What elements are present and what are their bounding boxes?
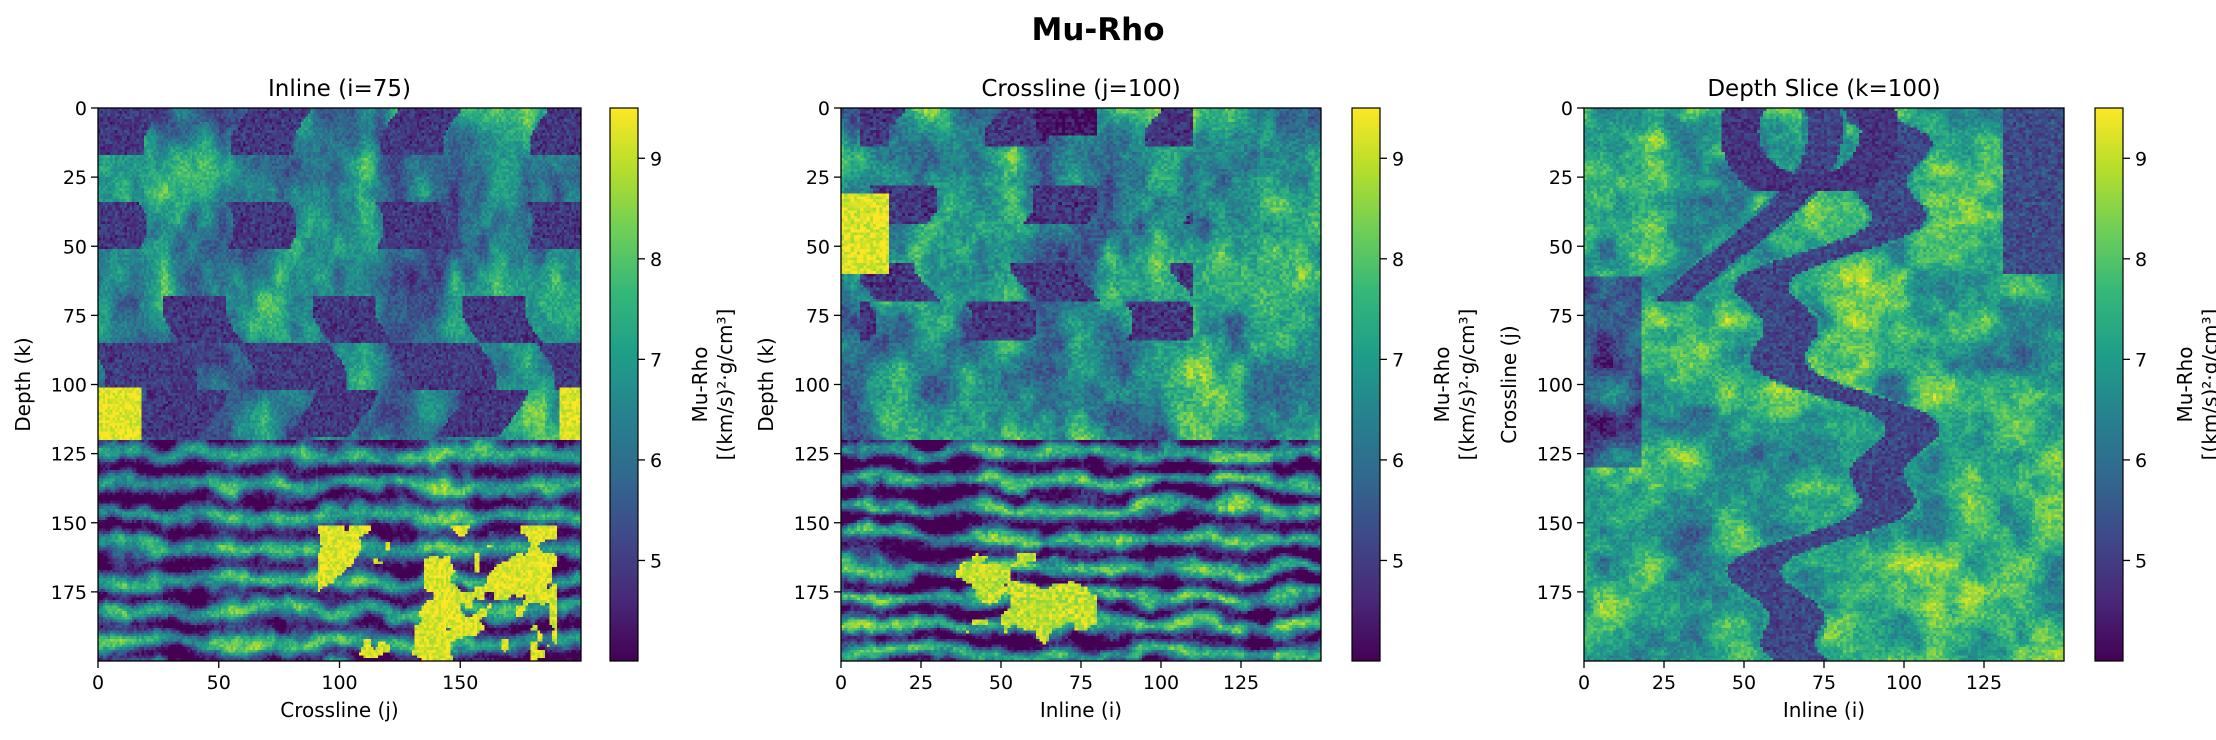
y-tick-label: 175 xyxy=(51,582,87,604)
colorbar-unit-label: [(km/s)²·g/cm³] xyxy=(2198,309,2216,461)
x-tick-label: 150 xyxy=(442,672,478,694)
x-tick-label: 25 xyxy=(1652,672,1676,694)
y-tick-label: 100 xyxy=(794,375,830,397)
depth-slice-ylabel: Crossline (j) xyxy=(1497,325,1521,443)
y-tick-label: 0 xyxy=(818,98,830,120)
x-tick-label: 100 xyxy=(1143,672,1179,694)
y-tick-label: 0 xyxy=(1561,98,1573,120)
y-tick-label: 175 xyxy=(1537,582,1573,604)
y-tick-label: 100 xyxy=(1537,375,1573,397)
colorbar-tick-label: 6 xyxy=(650,450,662,472)
y-tick-label: 150 xyxy=(794,513,830,535)
x-tick-label: 100 xyxy=(1886,672,1922,694)
colorbar-tick-label: 8 xyxy=(1392,249,1404,271)
colorbar-tick-label: 5 xyxy=(2135,550,2147,572)
y-tick-label: 175 xyxy=(794,582,830,604)
y-tick-label: 50 xyxy=(63,236,87,258)
x-tick-label: 25 xyxy=(909,672,933,694)
colorbar-tick-label: 7 xyxy=(2135,349,2147,371)
y-tick-label: 50 xyxy=(806,236,830,258)
y-tick-label: 25 xyxy=(1549,167,1573,189)
x-tick-label: 50 xyxy=(989,672,1013,694)
depth-slice-panel: Depth Slice (k=100)0 25 50 75 100 12502550751… xyxy=(1497,76,2216,722)
colorbar-tick-label: 9 xyxy=(2135,148,2147,170)
colorbar-tick-label: 9 xyxy=(1392,148,1404,170)
x-tick-label: 75 xyxy=(1812,672,1836,694)
y-tick-label: 75 xyxy=(1549,305,1573,327)
colorbar-tick-label: 8 xyxy=(2135,249,2147,271)
crossline-title: Crossline (j=100) xyxy=(981,76,1180,102)
colorbar-tick-label: 7 xyxy=(650,349,662,371)
colorbar-tick-label: 8 xyxy=(650,249,662,271)
colorbar-label: Mu-Rho xyxy=(688,347,712,423)
crossline-colorbar xyxy=(1351,107,1381,662)
crossline-heatmap xyxy=(841,108,1321,661)
x-tick-label: 50 xyxy=(207,672,231,694)
x-tick-label: 100 xyxy=(321,672,357,694)
colorbar-unit-label: [(km/s)²·g/cm³] xyxy=(713,309,737,461)
colorbar-tick-label: 6 xyxy=(1392,450,1404,472)
crossline-xlabel: Inline (i) xyxy=(1040,698,1122,722)
inline-panel: Inline (i=75)0 50 100 150025507510012515017… xyxy=(11,76,737,722)
colorbar-label: Mu-Rho xyxy=(2173,347,2197,423)
depth-slice-title: Depth Slice (k=100) xyxy=(1707,76,1940,102)
y-tick-label: 125 xyxy=(1537,444,1573,466)
crossline-ylabel: Depth (k) xyxy=(754,337,778,431)
x-tick-label: 125 xyxy=(1966,672,2002,694)
depth-slice-colorbar xyxy=(2094,107,2124,662)
x-tick-label: 50 xyxy=(1732,672,1756,694)
x-tick-label: 125 xyxy=(1223,672,1259,694)
inline-xlabel: Crossline (j) xyxy=(280,698,398,722)
colorbar-tick-label: 9 xyxy=(650,148,662,170)
figure-title: Mu-Rho xyxy=(1031,12,1164,48)
y-tick-label: 50 xyxy=(1549,236,1573,258)
depth-slice-xlabel: Inline (i) xyxy=(1783,698,1865,722)
y-tick-label: 100 xyxy=(51,375,87,397)
y-tick-label: 0 xyxy=(75,98,87,120)
colorbar-unit-label: [(km/s)²·g/cm³] xyxy=(1455,309,1479,461)
inline-heatmap xyxy=(98,108,581,661)
x-tick-label: 0 xyxy=(92,672,104,694)
x-tick-label: 0 xyxy=(835,672,847,694)
colorbar-tick-label: 7 xyxy=(1392,349,1404,371)
y-tick-label: 25 xyxy=(63,167,87,189)
inline-ylabel: Depth (k) xyxy=(11,337,35,431)
y-tick-label: 125 xyxy=(794,444,830,466)
colorbar-tick-label: 6 xyxy=(2135,450,2147,472)
depth-slice-heatmap xyxy=(1584,108,2064,661)
y-tick-label: 75 xyxy=(63,305,87,327)
y-tick-label: 75 xyxy=(806,305,830,327)
y-tick-label: 25 xyxy=(806,167,830,189)
y-tick-label: 125 xyxy=(51,444,87,466)
inline-title: Inline (i=75) xyxy=(268,76,411,102)
colorbar-tick-label: 5 xyxy=(1392,550,1404,572)
colorbar-label: Mu-Rho xyxy=(1430,347,1454,423)
crossline-panel: Crossline (j=100)0 25 50 75 100 1250255075100… xyxy=(754,76,1479,722)
y-tick-label: 150 xyxy=(51,513,87,535)
x-tick-label: 75 xyxy=(1069,672,1093,694)
y-tick-label: 150 xyxy=(1537,513,1573,535)
x-tick-label: 0 xyxy=(1578,672,1590,694)
inline-colorbar xyxy=(609,107,639,662)
colorbar-tick-label: 5 xyxy=(650,550,662,572)
